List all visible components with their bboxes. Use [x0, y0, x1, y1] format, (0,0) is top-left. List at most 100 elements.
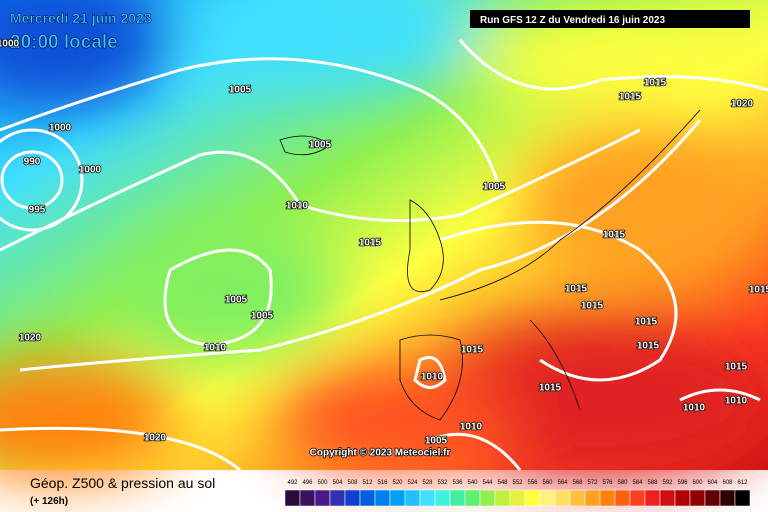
isobar-label: 1000	[49, 123, 72, 134]
legend-label: 500	[317, 480, 328, 486]
legend-label: 508	[347, 480, 358, 486]
isobar-label: 1015	[581, 301, 604, 312]
legend-label: 492	[287, 480, 298, 486]
legend-label: 600	[692, 480, 703, 486]
isobar-label: 1015	[359, 238, 382, 249]
legend-swatch	[494, 489, 511, 507]
isobar-label: 1015	[565, 284, 588, 295]
isobar-label: 1005	[483, 182, 506, 193]
legend-label: 604	[707, 480, 718, 486]
legend-label: 584	[632, 480, 643, 486]
legend-label: 532	[437, 480, 448, 486]
isobar-label: 995	[29, 205, 46, 216]
legend-label: 556	[527, 480, 538, 486]
isobar-label: 1005	[251, 311, 274, 322]
legend-label: 496	[302, 480, 313, 486]
legend-swatch	[599, 489, 616, 507]
legend-swatch	[584, 489, 601, 507]
legend-swatch	[374, 489, 391, 507]
isobar-label: 1010	[204, 343, 227, 354]
isobar-label: 1005	[225, 295, 248, 306]
legend-swatch	[419, 489, 436, 507]
isobar-label: 1015	[637, 341, 660, 352]
isobar-label: 1010	[683, 403, 706, 414]
legend-swatch	[404, 489, 421, 507]
legend-label: 552	[512, 480, 523, 486]
legend-swatch	[659, 489, 676, 507]
isobar-label: 1015	[725, 362, 748, 373]
footer-lead: (+ 126h)	[30, 496, 68, 507]
isobar-label: 1015	[461, 345, 484, 356]
field-blobs	[0, 0, 768, 480]
legend-label: 560	[542, 480, 553, 486]
isobar-label: 1010	[725, 396, 748, 407]
legend-swatch	[674, 489, 691, 507]
legend-swatch	[689, 489, 706, 507]
legend-label: 568	[572, 480, 583, 486]
legend-swatch	[329, 489, 346, 507]
isobar-label: 1005	[425, 436, 448, 447]
legend-swatch	[704, 489, 721, 507]
legend-label: 520	[392, 480, 403, 486]
legend-swatch	[479, 489, 496, 507]
legend-label: 544	[482, 480, 493, 486]
footer-title: Géop. Z500 & pression au sol	[30, 475, 215, 491]
legend-label: 528	[422, 480, 433, 486]
legend-label: 592	[662, 480, 673, 486]
legend-label: 504	[332, 480, 343, 486]
legend-label: 564	[557, 480, 568, 486]
time: 20:00 locale	[10, 32, 118, 53]
isobar-label: 1015	[619, 92, 642, 103]
legend-swatch	[629, 489, 646, 507]
isobar-label: 1000	[79, 165, 102, 176]
isobar-label: 1015	[539, 383, 562, 394]
isobar-label: 1015	[603, 230, 626, 241]
legend-label: 576	[602, 480, 613, 486]
isobar-label: 1005	[309, 140, 332, 151]
legend-swatch	[539, 489, 556, 507]
legend-swatch	[734, 489, 751, 507]
legend-label: 608	[722, 480, 733, 486]
legend-swatch	[464, 489, 481, 507]
legend-swatch	[509, 489, 526, 507]
legend-label: 548	[497, 480, 508, 486]
isobars	[0, 39, 768, 472]
legend-label: 596	[677, 480, 688, 486]
legend-label: 588	[647, 480, 658, 486]
legend-swatch	[284, 489, 301, 507]
legend-swatch	[434, 489, 451, 507]
legend-swatch	[299, 489, 316, 507]
legend-label: 536	[452, 480, 463, 486]
legend-label: 540	[467, 480, 478, 486]
run-box	[470, 10, 750, 28]
legend-label: 524	[407, 480, 418, 486]
date: Mercredi 21 juin 2023	[10, 10, 152, 26]
isobar-label: 1000	[0, 39, 20, 50]
isobar-label: 1015	[635, 317, 658, 328]
legend-swatch	[554, 489, 571, 507]
isobar-label: 1010	[286, 201, 309, 212]
legend-label: 516	[377, 480, 388, 486]
copyright: Copyright © 2023 Meteociel.fr	[310, 448, 451, 459]
legend-label: 572	[587, 480, 598, 486]
run-info: Run GFS 12 Z du Vendredi 16 juin 2023	[480, 15, 665, 26]
legend-label: 580	[617, 480, 628, 486]
isobar-label: 1020	[19, 333, 42, 344]
legend-swatch	[614, 489, 631, 507]
isobar-label: 990	[24, 157, 41, 168]
legend-swatch	[389, 489, 406, 507]
legend-label: 612	[737, 480, 748, 486]
legend-swatch	[344, 489, 361, 507]
legend-swatch	[314, 489, 331, 507]
legend-swatch	[644, 489, 661, 507]
isobar-label: 1005	[229, 85, 252, 96]
isobar-label: 1015	[644, 78, 667, 89]
isobar-label: 1010	[421, 372, 444, 383]
coastlines	[279, 109, 701, 421]
legend-swatch	[569, 489, 586, 507]
isobar-label: 1010	[460, 422, 483, 433]
isobar-label: 1020	[731, 99, 754, 110]
legend-swatch	[719, 489, 736, 507]
